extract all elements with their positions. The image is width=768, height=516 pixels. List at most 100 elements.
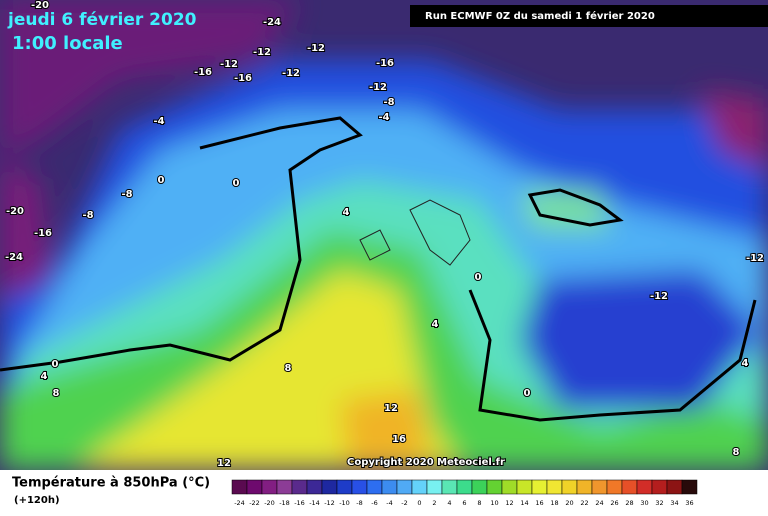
color-swatch: [306, 479, 323, 495]
contour-label: -8: [383, 97, 394, 108]
contour-labels: -20 -24 -12 -12 -12 -16 -16 -12 -16 -12 -8 -4 -4 0 0 -8…: [4, 0, 765, 470]
colorbar-tick-label: 6: [462, 499, 466, 507]
color-swatch: [231, 479, 248, 495]
contour-label: -12: [650, 291, 668, 302]
contour-label: -12: [282, 68, 300, 79]
contour-label: 12: [217, 458, 231, 469]
color-swatch: [636, 479, 653, 495]
color-swatch: [336, 479, 353, 495]
colorbar-tick-label: 36: [685, 499, 693, 507]
contour-label: -16: [376, 58, 394, 69]
colorbar-tick-label: -10: [339, 499, 350, 507]
contour-label: -12: [369, 82, 387, 93]
contour-label: -8: [121, 189, 132, 200]
color-swatch: [486, 479, 503, 495]
contour-label: 8: [733, 447, 740, 458]
color-swatch: [546, 479, 563, 495]
color-swatch: [426, 479, 443, 495]
contour-label: -20: [31, 0, 49, 11]
colorbar-tick-label: 16: [535, 499, 543, 507]
legend-lead: (+120h): [14, 495, 60, 506]
contour-label: 12: [384, 403, 398, 414]
colorbar-tick-label: -20: [264, 499, 275, 507]
contour-label: -16: [34, 228, 52, 239]
colorbar-tick-label: 26: [610, 499, 618, 507]
colorbar-tick-label: 8: [477, 499, 481, 507]
color-swatch: [381, 479, 398, 495]
contour-label: 4: [432, 319, 439, 330]
colorbar-tick-label: -18: [279, 499, 290, 507]
colorbar-tick-label: -8: [356, 499, 362, 507]
color-swatch: [591, 479, 608, 495]
colorbar-tick-label: -24: [234, 499, 245, 507]
color-swatch: [666, 479, 683, 495]
colorbar-tick-label: 34: [670, 499, 678, 507]
color-swatch: [441, 479, 458, 495]
contour-label: -4: [153, 116, 164, 127]
contour-label: 0: [475, 272, 482, 283]
date-label: jeudi 6 février 2020: [7, 10, 197, 30]
contour-label: 8: [285, 363, 292, 374]
color-swatch: [501, 479, 518, 495]
color-swatch: [456, 479, 473, 495]
contour-label: 0: [524, 388, 531, 399]
copyright: Copyright 2020 Meteociel.fr: [347, 457, 505, 468]
colorbar-tick-label: -16: [294, 499, 305, 507]
contour-label: 16: [392, 434, 406, 445]
color-swatch: [321, 479, 338, 495]
color-swatch: [366, 479, 383, 495]
colorbar-tick-label: 20: [565, 499, 573, 507]
contour-label: 0: [158, 175, 165, 186]
color-swatch: [471, 479, 488, 495]
color-swatch: [681, 479, 698, 495]
colorbar-tick-label: 4: [447, 499, 451, 507]
colorbar-tick-label: -12: [324, 499, 335, 507]
color-swatch: [576, 479, 593, 495]
colorbar-tick-label: 2: [432, 499, 436, 507]
contour-label: -16: [234, 73, 252, 84]
color-swatch: [351, 479, 368, 495]
colorbar-tick-label: 32: [655, 499, 663, 507]
contour-label: -24: [5, 252, 23, 263]
color-swatch: [621, 479, 638, 495]
contour-label: -12: [220, 59, 238, 70]
contour-label: -12: [307, 43, 325, 54]
contour-label: 0: [233, 178, 240, 189]
color-swatch: [291, 479, 308, 495]
colorbar-tick-label: 10: [490, 499, 498, 507]
time-label: 1:00 locale: [12, 33, 123, 54]
color-swatch: [606, 479, 623, 495]
colorbar-tick-label: 12: [505, 499, 513, 507]
color-swatch: [561, 479, 578, 495]
contour-label: 4: [41, 371, 48, 382]
contour-label: -24: [263, 17, 281, 28]
colorbar-tick-label: 14: [520, 499, 528, 507]
colorbar-tick-label: 24: [595, 499, 603, 507]
contour-label: -12: [746, 253, 764, 264]
contour-label: 8: [53, 388, 60, 399]
color-swatch: [246, 479, 263, 495]
contour-label: -20: [6, 206, 24, 217]
run-label: Run ECMWF 0Z du samedi 1 février 2020: [425, 10, 655, 22]
colorbar-tick-label: -6: [371, 499, 377, 507]
colorbar-tick-label: 0: [417, 499, 421, 507]
contour-label: -16: [194, 67, 212, 78]
colorbar-tick-label: -14: [309, 499, 320, 507]
colorbar-tick-label: 18: [550, 499, 558, 507]
colorbar-tick-label: 22: [580, 499, 588, 507]
contour-label: -12: [253, 47, 271, 58]
color-swatch: [276, 479, 293, 495]
colorbar-tick-label: 28: [625, 499, 633, 507]
colorbar: -24 -22 -20 -18 -16 -14 -12 -10 -8 -6 -4 -2 0 2 4 6 8 10 1…: [231, 479, 698, 507]
color-swatch: [261, 479, 278, 495]
contour-label: 0: [52, 359, 59, 370]
color-swatch: [396, 479, 413, 495]
contour-label: 4: [742, 358, 749, 369]
colorbar-tick-label: -4: [386, 499, 392, 507]
colorbar-tick-label: -22: [249, 499, 260, 507]
map-field: [0, 0, 768, 470]
run-box: [410, 5, 768, 27]
legend-title: Température à 850hPa (°C): [12, 476, 210, 491]
contour-label: -8: [82, 210, 93, 221]
